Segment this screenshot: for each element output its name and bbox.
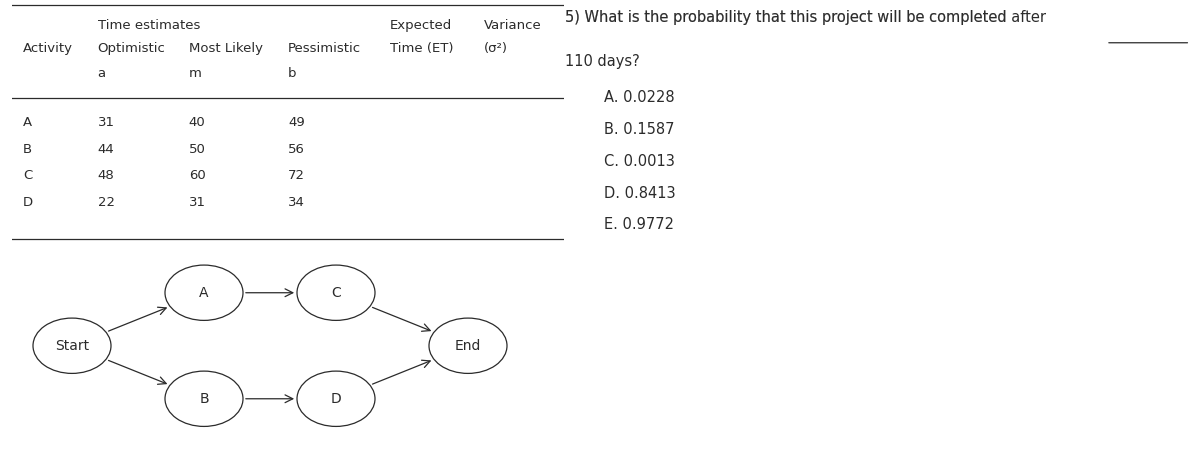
Text: 40: 40 (188, 116, 205, 129)
Text: 49: 49 (288, 116, 305, 129)
Text: 56: 56 (288, 142, 305, 155)
Text: B: B (199, 392, 209, 406)
Text: 5) What is the probability that this project will be completed after: 5) What is the probability that this pro… (565, 10, 1046, 25)
Text: 110 days?: 110 days? (565, 54, 640, 69)
Text: 72: 72 (288, 170, 305, 183)
Text: Activity: Activity (23, 42, 73, 55)
Text: Time estimates: Time estimates (97, 19, 200, 32)
Text: Pessimistic: Pessimistic (288, 42, 361, 55)
Text: Most Likely: Most Likely (188, 42, 263, 55)
Text: A: A (23, 116, 32, 129)
Text: m: m (188, 67, 202, 80)
Text: B. 0.1587: B. 0.1587 (604, 122, 674, 137)
Text: Time (ET): Time (ET) (390, 42, 454, 55)
Text: Variance: Variance (484, 19, 541, 32)
Text: 44: 44 (97, 142, 114, 155)
Text: D: D (331, 392, 341, 406)
Text: C. 0.0013: C. 0.0013 (604, 154, 674, 169)
Text: 34: 34 (288, 196, 305, 209)
Text: 60: 60 (188, 170, 205, 183)
Text: C: C (331, 286, 341, 300)
Text: 5) What is the probability that this project will be completed: 5) What is the probability that this pro… (565, 10, 1012, 25)
Text: A. 0.0228: A. 0.0228 (604, 90, 674, 106)
Text: 48: 48 (97, 170, 114, 183)
Text: A: A (199, 286, 209, 300)
Text: B: B (23, 142, 32, 155)
Text: Optimistic: Optimistic (97, 42, 166, 55)
Text: Expected: Expected (390, 19, 452, 32)
Text: (σ²): (σ²) (484, 42, 508, 55)
Text: E. 0.9772: E. 0.9772 (604, 218, 674, 232)
Text: a: a (97, 67, 106, 80)
Text: 31: 31 (97, 116, 114, 129)
Text: 50: 50 (188, 142, 205, 155)
Text: End: End (455, 339, 481, 353)
Text: D: D (23, 196, 34, 209)
Text: D. 0.8413: D. 0.8413 (604, 186, 676, 201)
Text: Start: Start (55, 339, 89, 353)
Text: 31: 31 (188, 196, 205, 209)
Text: 5) What is the probability that this project will be completed after: 5) What is the probability that this pro… (565, 10, 1046, 25)
Text: 22: 22 (97, 196, 114, 209)
Text: b: b (288, 67, 296, 80)
Text: C: C (23, 170, 32, 183)
